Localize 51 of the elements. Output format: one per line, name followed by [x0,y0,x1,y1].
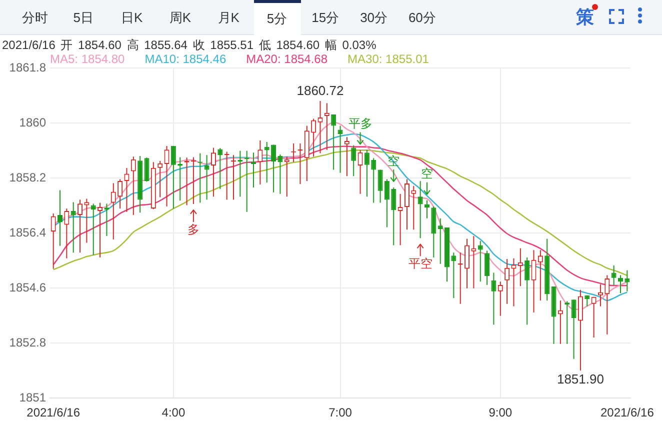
annotation: 空 [420,166,433,181]
text: 5分 [254,0,300,35]
y-tick-label: 1860 [19,115,46,130]
candlestick [204,155,210,200]
candlestick [344,137,350,176]
candlestick [90,204,96,255]
text: 月K [216,9,240,27]
x-tick-label: 4:00 [162,406,186,420]
y-tick-label: 1861.8 [9,60,46,74]
candlestick [398,194,403,246]
y-tick-label: 1854.6 [9,280,46,294]
x-tick-label: 7:00 [328,406,352,420]
y-tick-label: 1852.8 [9,335,46,350]
text: 策 [576,6,594,28]
candlestick [318,101,323,154]
annotation: 平多 [348,116,372,131]
text: 分时 [21,9,49,27]
y-tick-label: 1851 [19,390,46,404]
candlestick [438,218,443,264]
text: 周K [168,9,192,27]
annotation: 平空 [408,256,432,271]
candlestick [70,202,76,253]
candlestick [298,143,303,184]
text: MA10: 1854.46 [144,52,226,66]
candlestick [411,186,416,230]
candlestick [558,300,563,344]
text: 日K [120,9,144,27]
annotation: 多 [187,222,200,236]
candlestick [84,198,90,243]
annotation: 1860.72 [296,83,344,98]
candlestick [190,157,196,204]
chart-subtitle: 2021/6/16 开 1854.60 高 1855.64 收 1855.51 低 1854.60 幅 0.03% [2,38,376,52]
candlestick [338,126,343,173]
annotation: 1851.90 [556,372,604,387]
text: 30分 [359,9,389,27]
y-tick-label: 1858.2 [9,170,46,184]
text: MA5: 1854.80 [50,52,125,66]
text: 15分 [310,9,340,27]
text: MA20: 1854.68 [246,52,328,66]
candlestick [511,258,516,306]
text: 60分 [407,9,437,27]
text: MA30: 1855.01 [348,52,429,66]
candlestick [471,236,476,288]
x-tick-label: 9:00 [488,406,512,420]
x-tick-label: 2021/6/16 [26,406,80,420]
candlestick [324,103,330,150]
text: 5日 [72,9,94,27]
candlestick [98,202,103,258]
y-tick-label: 1856.4 [9,225,46,240]
x-tick-label: 2021/6/16 [600,406,654,420]
candlestick [230,155,236,200]
